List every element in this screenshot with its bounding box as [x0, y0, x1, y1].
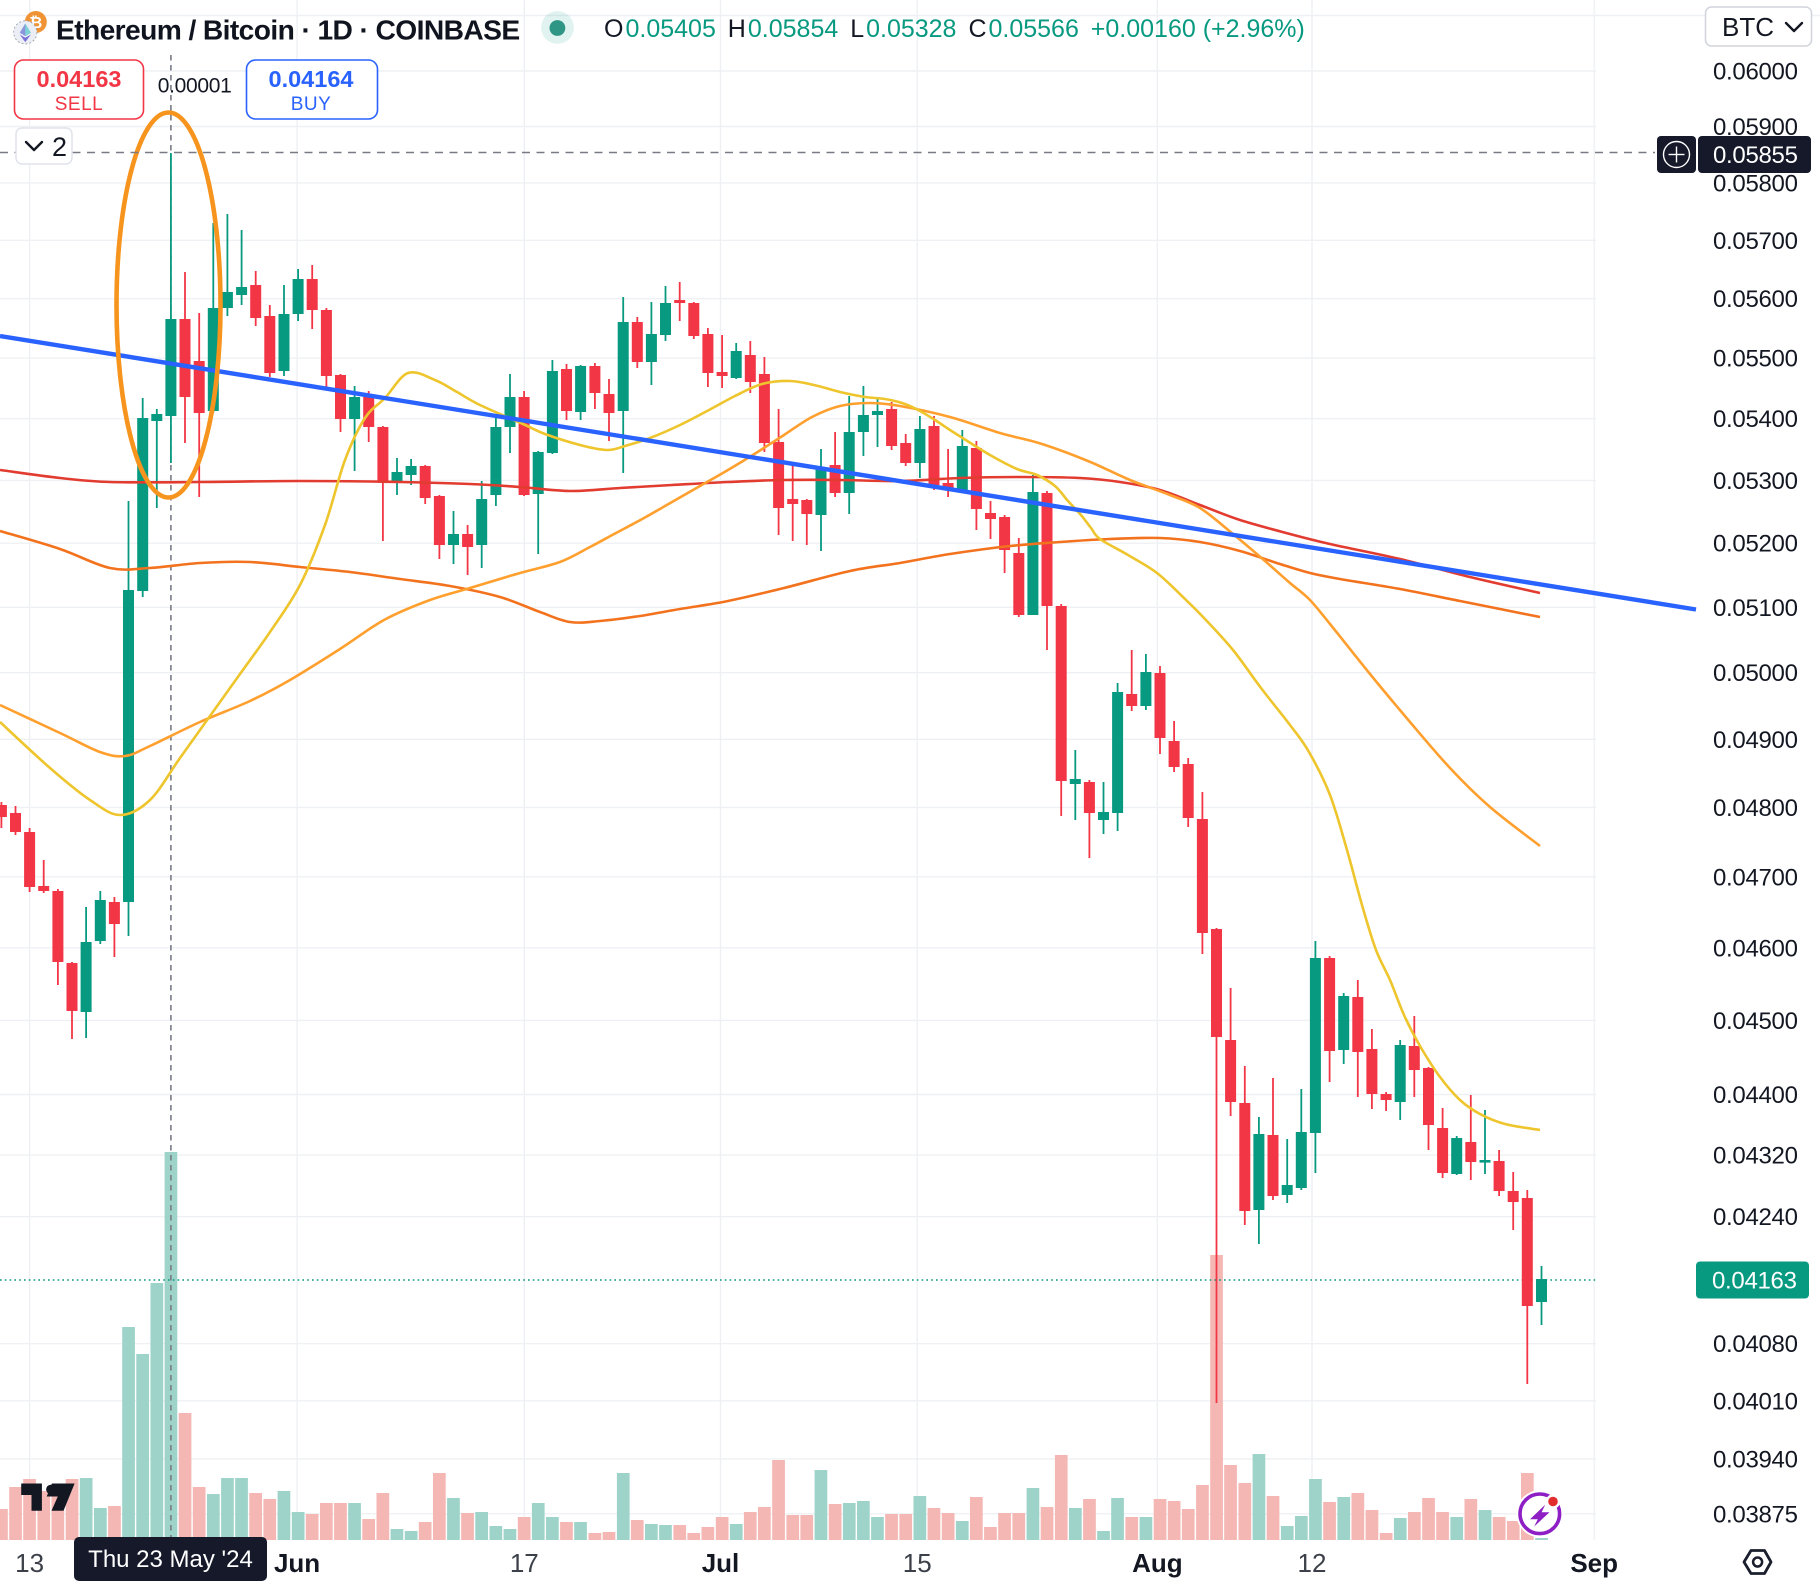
svg-text:0.05328: 0.05328 — [866, 15, 956, 43]
svg-text:C: C — [969, 15, 987, 43]
svg-text:0.05566: 0.05566 — [989, 15, 1079, 43]
svg-text:Ethereum / Bitcoin · 1D · COIN: Ethereum / Bitcoin · 1D · COINBASE — [56, 14, 520, 46]
svg-text:0.05500: 0.05500 — [1713, 346, 1798, 373]
svg-text:Thu 23 May '24: Thu 23 May '24 — [88, 1546, 253, 1573]
svg-text:0.04163: 0.04163 — [1712, 1268, 1797, 1295]
svg-text:0.04010: 0.04010 — [1713, 1388, 1798, 1415]
svg-text:0.05100: 0.05100 — [1713, 595, 1798, 622]
svg-text:BUY: BUY — [291, 94, 332, 115]
svg-text:+0.00160 (+2.96%): +0.00160 (+2.96%) — [1091, 15, 1305, 43]
svg-text:0.03940: 0.03940 — [1713, 1446, 1798, 1473]
svg-text:BTC: BTC — [1722, 12, 1774, 42]
svg-text:0.05200: 0.05200 — [1713, 531, 1798, 558]
svg-text:Jun: Jun — [274, 1548, 320, 1578]
svg-text:0.05600: 0.05600 — [1713, 286, 1798, 313]
svg-text:0.04400: 0.04400 — [1713, 1082, 1798, 1109]
svg-text:0.04900: 0.04900 — [1713, 727, 1798, 754]
svg-text:0.04163: 0.04163 — [37, 66, 122, 92]
svg-text:SELL: SELL — [55, 94, 103, 115]
svg-text:0.05854: 0.05854 — [748, 15, 838, 43]
svg-text:L: L — [850, 15, 864, 43]
svg-text:0.04164: 0.04164 — [269, 66, 354, 92]
svg-text:0.05000: 0.05000 — [1713, 660, 1798, 687]
svg-text:0.00001: 0.00001 — [158, 75, 232, 98]
svg-text:Sep: Sep — [1570, 1548, 1618, 1578]
svg-text:0.05300: 0.05300 — [1713, 468, 1798, 495]
svg-text:0.04600: 0.04600 — [1713, 935, 1798, 962]
svg-text:H: H — [728, 15, 746, 43]
svg-text:0.04240: 0.04240 — [1713, 1204, 1798, 1231]
svg-text:2: 2 — [52, 132, 67, 162]
svg-text:Jul: Jul — [702, 1548, 740, 1578]
svg-text:0.05405: 0.05405 — [626, 15, 716, 43]
svg-text:0.04700: 0.04700 — [1713, 864, 1798, 891]
svg-text:0.05800: 0.05800 — [1713, 170, 1798, 197]
svg-text:15: 15 — [903, 1548, 932, 1578]
svg-text:0.04320: 0.04320 — [1713, 1143, 1798, 1170]
svg-text:O: O — [604, 15, 623, 43]
svg-text:17: 17 — [510, 1548, 539, 1578]
svg-text:13: 13 — [15, 1548, 44, 1578]
svg-text:Aug: Aug — [1132, 1548, 1183, 1578]
svg-text:0.04500: 0.04500 — [1713, 1008, 1798, 1035]
svg-text:12: 12 — [1298, 1548, 1327, 1578]
svg-text:0.05700: 0.05700 — [1713, 228, 1798, 255]
svg-text:0.06000: 0.06000 — [1713, 59, 1798, 86]
svg-text:0.05400: 0.05400 — [1713, 406, 1798, 433]
svg-text:0.04080: 0.04080 — [1713, 1331, 1798, 1358]
svg-text:0.05855: 0.05855 — [1713, 142, 1798, 169]
svg-text:0.03875: 0.03875 — [1713, 1501, 1798, 1528]
svg-text:0.04800: 0.04800 — [1713, 795, 1798, 822]
